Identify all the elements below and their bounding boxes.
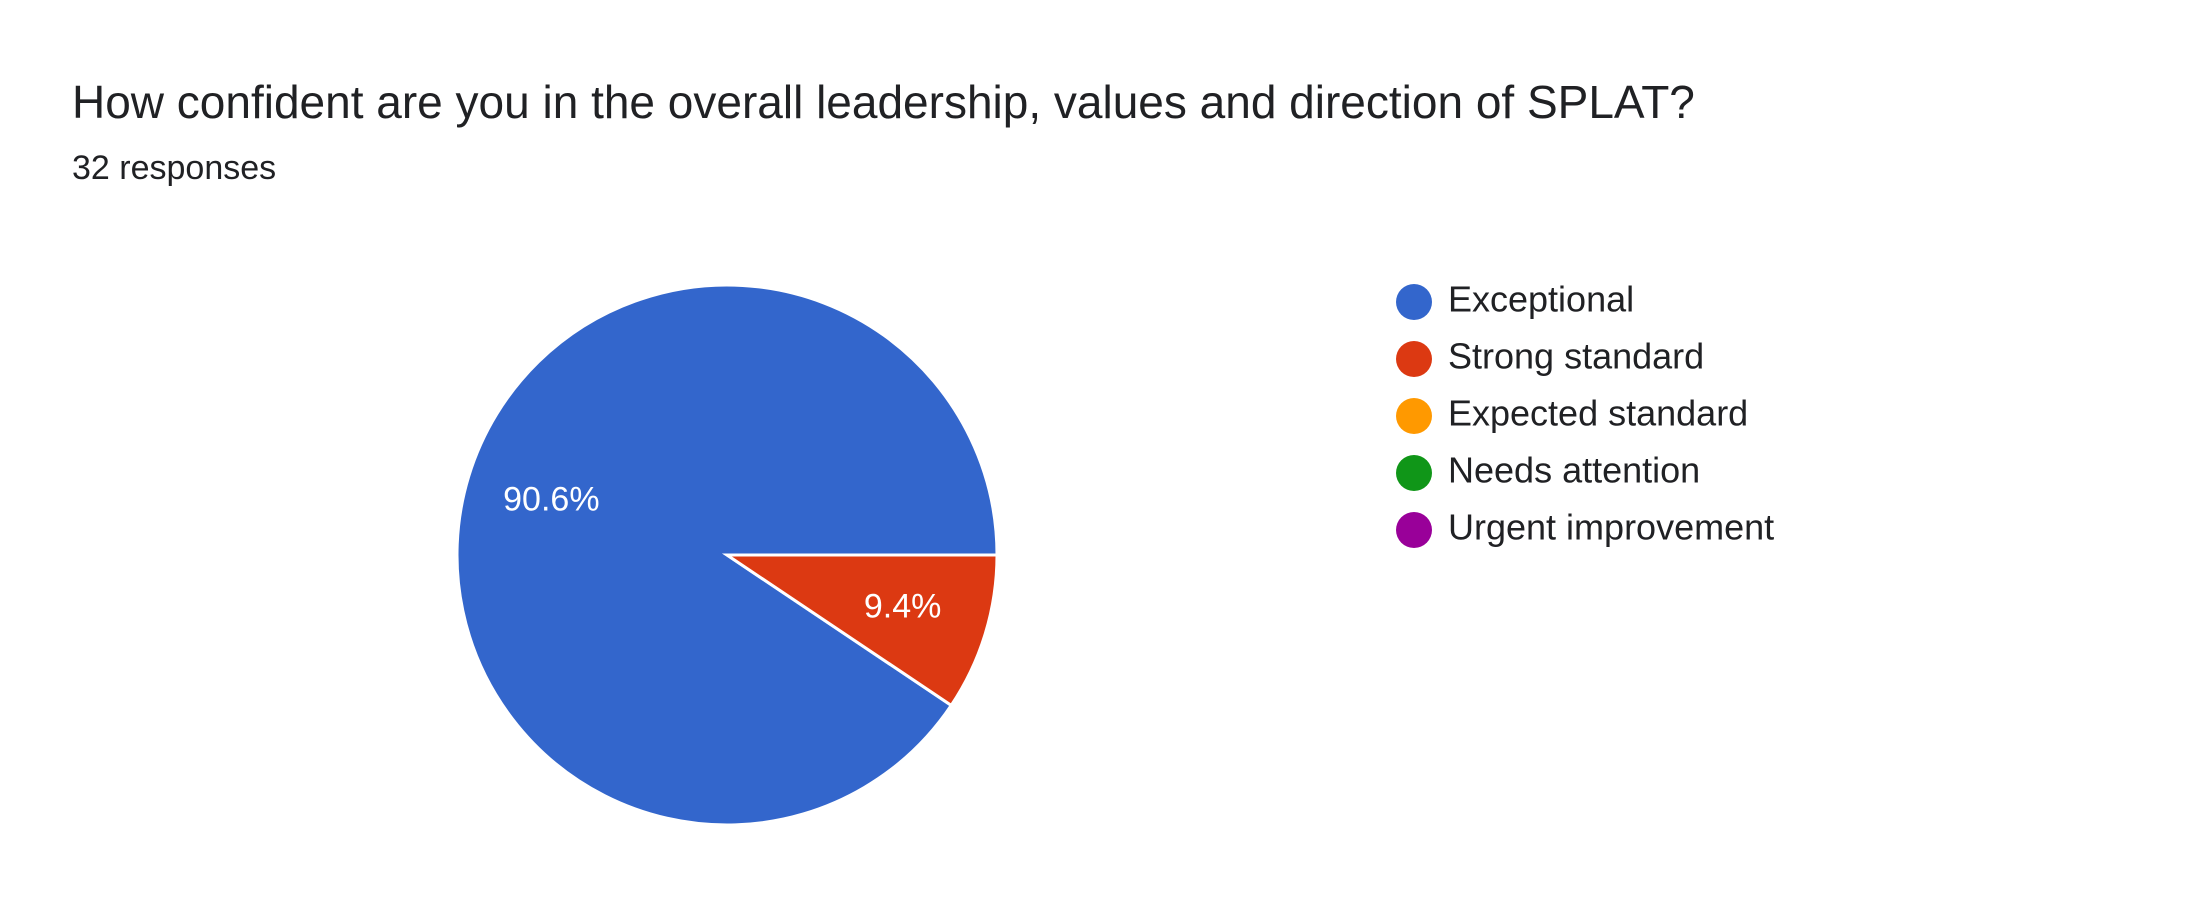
legend-label: Needs attention (1448, 450, 1700, 491)
legend-label: Expected standard (1448, 393, 1748, 434)
legend-item[interactable]: Urgent improvement (1396, 507, 1774, 548)
legend-label: Urgent improvement (1448, 507, 1774, 548)
legend-item[interactable]: Strong standard (1396, 336, 1704, 377)
pie-slice-label: 90.6% (503, 481, 599, 519)
legend-label: Strong standard (1448, 336, 1704, 377)
legend-item[interactable]: Needs attention (1396, 450, 1700, 491)
legend-item[interactable]: Expected standard (1396, 393, 1748, 434)
pie-slices (455, 283, 999, 827)
pie-slice-strong-standard[interactable] (722, 553, 999, 708)
legend-swatch (1396, 284, 1432, 320)
chart-title: How confident are you in the overall lea… (72, 76, 1695, 128)
response-count: 32 responses (72, 149, 277, 187)
pie-slice-labels: 90.6% 9.4% (503, 481, 941, 626)
legend: Exceptional Strong standard Expected stand… (1396, 279, 1774, 548)
legend-swatch (1396, 512, 1432, 548)
legend-swatch (1396, 341, 1432, 377)
legend-label: Exceptional (1448, 279, 1634, 320)
legend-item[interactable]: Exceptional (1396, 279, 1634, 320)
pie-slice-label: 9.4% (864, 587, 942, 625)
legend-swatch (1396, 455, 1432, 491)
legend-swatch (1396, 398, 1432, 434)
